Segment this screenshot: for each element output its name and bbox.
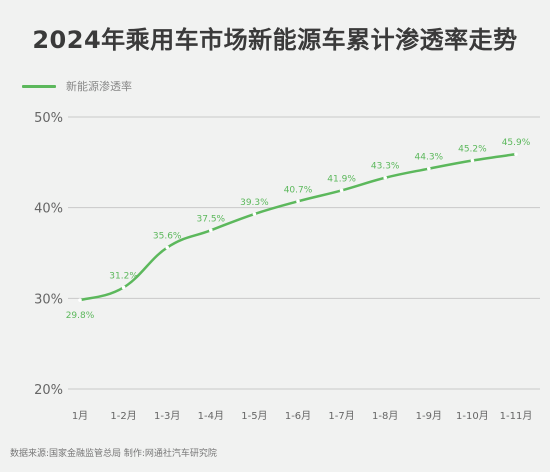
x-tick-label: 1-8月 <box>372 410 398 422</box>
data-label: 29.8% <box>66 311 95 321</box>
data-label: 40.7% <box>284 185 313 195</box>
x-tick-label: 1-5月 <box>241 410 267 422</box>
data-label: 39.3% <box>240 198 269 208</box>
data-point <box>209 228 213 233</box>
y-tick-label: 40% <box>34 202 63 217</box>
data-label: 41.9% <box>327 174 356 184</box>
data-point <box>78 298 82 302</box>
data-label: 31.2% <box>109 271 138 281</box>
y-tick-label: 30% <box>34 292 63 307</box>
data-point <box>383 175 388 180</box>
data-label: 43.3% <box>371 162 400 172</box>
data-label: 45.9% <box>502 138 531 148</box>
x-tick-label: 1-7月 <box>328 410 354 422</box>
data-label: 35.6% <box>153 232 182 242</box>
data-point <box>514 152 518 156</box>
data-label: 45.2% <box>458 145 487 155</box>
y-tick-label: 50% <box>34 111 63 126</box>
data-label: 37.5% <box>197 214 226 224</box>
chart-title: 2024年乘用车市场新能源车累计渗透率走势 <box>32 26 518 54</box>
data-label: 44.3% <box>415 153 444 163</box>
series-line <box>78 152 518 302</box>
data-point <box>339 188 344 193</box>
data-point <box>427 166 431 171</box>
x-tick-label: 1-3月 <box>154 410 180 422</box>
x-tick-label: 1-9月 <box>416 410 442 422</box>
data-point <box>252 212 257 216</box>
x-tick-label: 1-6月 <box>285 410 311 422</box>
data-point <box>165 245 169 250</box>
legend-swatch <box>22 84 56 88</box>
x-tick-label: 1-10月 <box>456 410 489 422</box>
source-note: 数据来源:国家金融监管总局 制作:网通社汽车研究院 <box>10 449 217 459</box>
x-tick-label: 1月 <box>72 410 88 422</box>
data-point <box>470 158 475 163</box>
x-tick-label: 1-4月 <box>198 410 224 422</box>
x-tick-label: 1-11月 <box>500 410 533 422</box>
data-point <box>296 199 300 204</box>
x-tick-label: 1-2月 <box>110 410 136 422</box>
y-tick-label: 20% <box>34 383 63 398</box>
legend-label: 新能源渗透率 <box>66 80 132 93</box>
legend: 新能源渗透率 <box>22 78 132 94</box>
data-point <box>121 285 126 290</box>
